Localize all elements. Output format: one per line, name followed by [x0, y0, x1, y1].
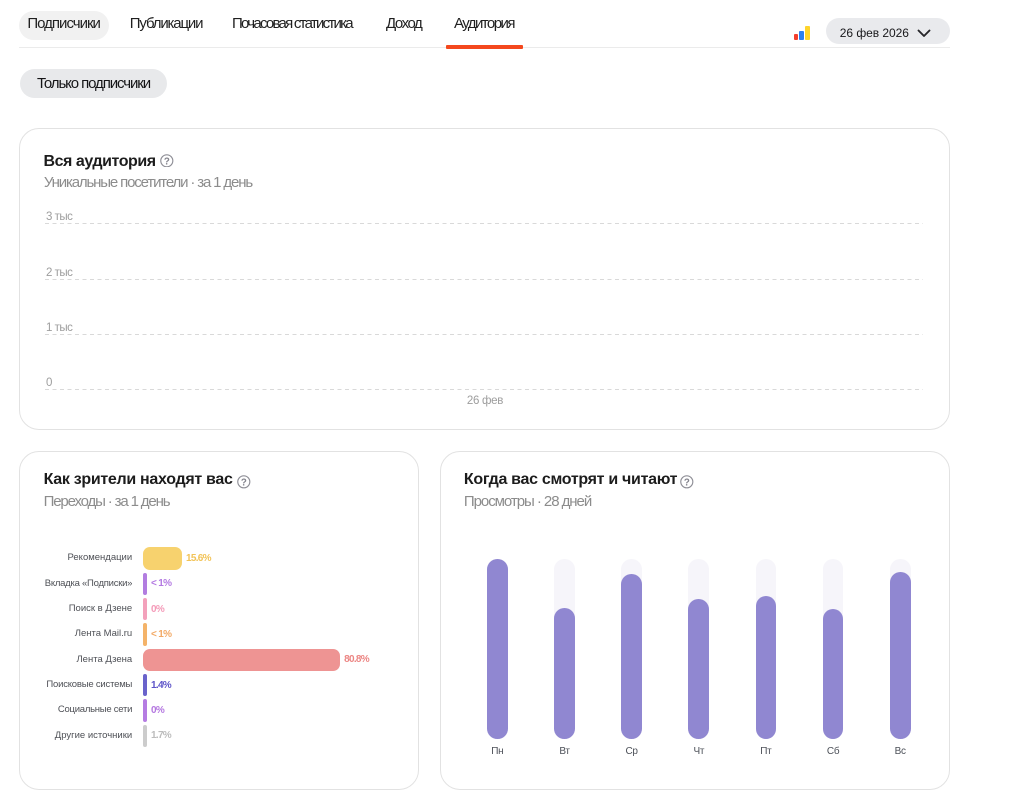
svg-text:?: ? — [241, 477, 247, 488]
svg-text:?: ? — [684, 477, 690, 488]
svg-text:?: ? — [164, 156, 170, 167]
